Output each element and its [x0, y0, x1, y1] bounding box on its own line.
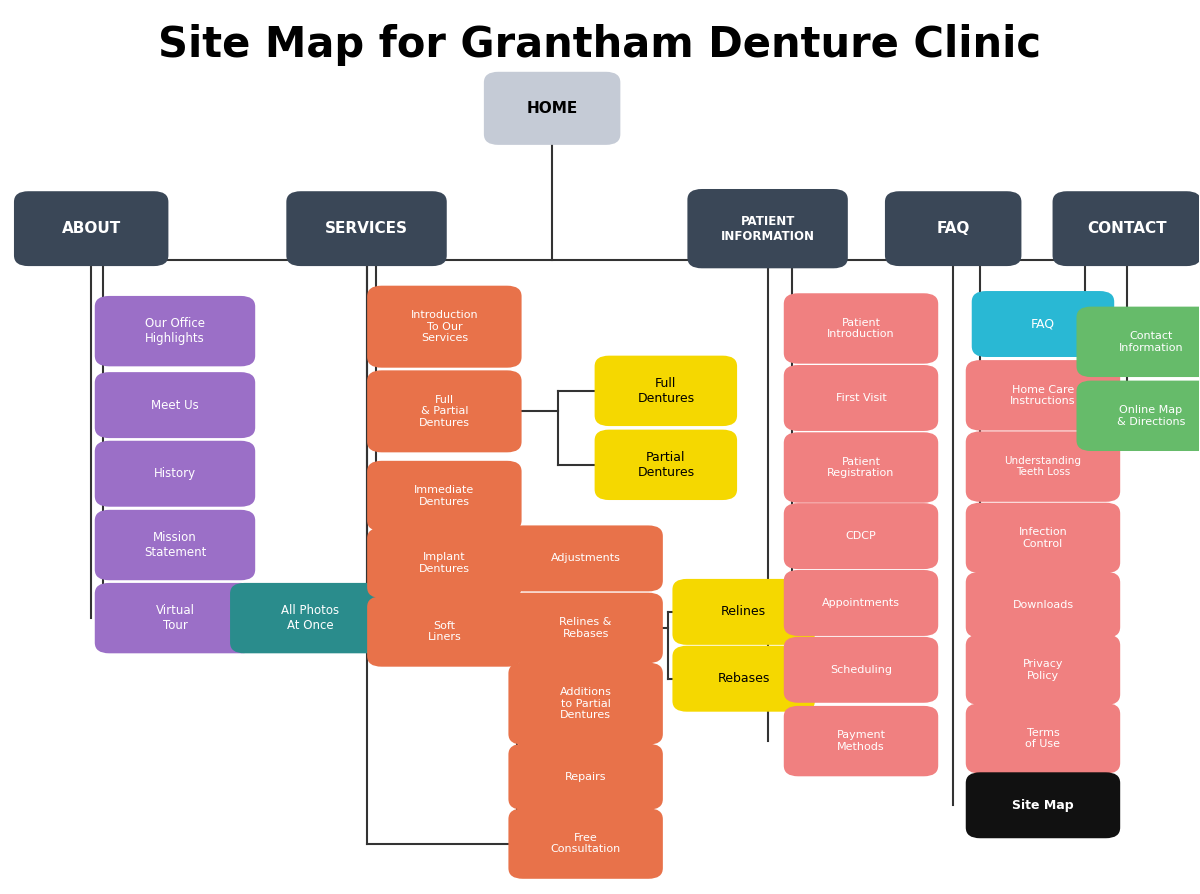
Text: First Visit: First Visit: [835, 393, 887, 403]
FancyBboxPatch shape: [595, 430, 737, 500]
FancyBboxPatch shape: [966, 772, 1120, 839]
Text: Mission
Statement: Mission Statement: [144, 531, 206, 559]
Text: CONTACT: CONTACT: [1087, 221, 1166, 236]
Text: Adjustments: Adjustments: [551, 553, 620, 563]
FancyBboxPatch shape: [95, 583, 256, 654]
Text: HOME: HOME: [527, 101, 577, 116]
Text: Meet Us: Meet Us: [151, 399, 199, 411]
FancyBboxPatch shape: [484, 72, 620, 145]
Text: Our Office
Highlights: Our Office Highlights: [145, 317, 205, 345]
FancyBboxPatch shape: [509, 662, 662, 745]
Text: PATIENT
INFORMATION: PATIENT INFORMATION: [721, 215, 815, 242]
Text: Repairs: Repairs: [565, 772, 606, 781]
Text: Understanding
Teeth Loss: Understanding Teeth Loss: [1004, 456, 1081, 477]
FancyBboxPatch shape: [966, 572, 1120, 637]
Text: Partial
Dentures: Partial Dentures: [637, 451, 695, 479]
FancyBboxPatch shape: [784, 570, 938, 636]
Text: Site Map: Site Map: [1012, 798, 1074, 812]
FancyBboxPatch shape: [509, 593, 662, 663]
FancyBboxPatch shape: [784, 637, 938, 703]
Text: Privacy
Policy: Privacy Policy: [1022, 659, 1063, 680]
Text: History: History: [154, 468, 196, 480]
FancyBboxPatch shape: [95, 372, 256, 438]
FancyBboxPatch shape: [595, 356, 737, 426]
FancyBboxPatch shape: [367, 370, 522, 452]
Text: Patient
Introduction: Patient Introduction: [827, 317, 895, 339]
Text: All Photos
At Once: All Photos At Once: [281, 604, 340, 632]
FancyBboxPatch shape: [367, 527, 522, 598]
FancyBboxPatch shape: [1076, 381, 1200, 451]
Text: Introduction
To Our
Services: Introduction To Our Services: [410, 310, 478, 343]
FancyBboxPatch shape: [784, 365, 938, 431]
FancyBboxPatch shape: [14, 191, 168, 266]
Text: Terms
of Use: Terms of Use: [1026, 728, 1061, 749]
FancyBboxPatch shape: [509, 808, 662, 879]
FancyBboxPatch shape: [784, 503, 938, 569]
Text: Appointments: Appointments: [822, 598, 900, 608]
Text: Downloads: Downloads: [1013, 600, 1074, 610]
FancyBboxPatch shape: [966, 502, 1120, 573]
FancyBboxPatch shape: [230, 583, 390, 654]
Text: Virtual
Tour: Virtual Tour: [156, 604, 194, 632]
FancyBboxPatch shape: [966, 704, 1120, 773]
FancyBboxPatch shape: [784, 706, 938, 776]
FancyBboxPatch shape: [966, 635, 1120, 705]
FancyBboxPatch shape: [367, 460, 522, 531]
FancyBboxPatch shape: [367, 596, 522, 667]
Text: Relines &
Rebases: Relines & Rebases: [559, 617, 612, 638]
FancyBboxPatch shape: [1076, 307, 1200, 377]
Text: SERVICES: SERVICES: [325, 221, 408, 236]
Text: CDCP: CDCP: [846, 531, 876, 541]
Text: Free
Consultation: Free Consultation: [551, 833, 620, 855]
FancyBboxPatch shape: [509, 744, 662, 810]
Text: Patient
Registration: Patient Registration: [827, 457, 895, 478]
Text: Home Care
Instructions: Home Care Instructions: [1010, 384, 1075, 406]
Text: FAQ: FAQ: [1031, 317, 1055, 331]
FancyBboxPatch shape: [688, 189, 848, 268]
FancyBboxPatch shape: [966, 432, 1120, 502]
Text: Relines: Relines: [721, 605, 767, 619]
FancyBboxPatch shape: [287, 191, 446, 266]
FancyBboxPatch shape: [509, 526, 662, 591]
Text: Contact
Information: Contact Information: [1118, 331, 1183, 352]
Text: Full
Dentures: Full Dentures: [637, 377, 695, 405]
Text: Immediate
Dentures: Immediate Dentures: [414, 485, 474, 507]
FancyBboxPatch shape: [672, 645, 815, 712]
Text: Rebases: Rebases: [718, 672, 770, 685]
FancyBboxPatch shape: [95, 510, 256, 580]
Text: FAQ: FAQ: [936, 221, 970, 236]
FancyBboxPatch shape: [966, 360, 1120, 431]
Text: Scheduling: Scheduling: [830, 665, 892, 675]
FancyBboxPatch shape: [884, 191, 1021, 266]
FancyBboxPatch shape: [95, 296, 256, 367]
Text: Full
& Partial
Dentures: Full & Partial Dentures: [419, 395, 470, 428]
FancyBboxPatch shape: [95, 441, 256, 507]
FancyBboxPatch shape: [784, 293, 938, 364]
Text: Site Map for Grantham Denture Clinic: Site Map for Grantham Denture Clinic: [158, 23, 1042, 65]
FancyBboxPatch shape: [367, 286, 522, 367]
Text: Additions
to Partial
Dentures: Additions to Partial Dentures: [559, 687, 612, 721]
Text: ABOUT: ABOUT: [61, 221, 121, 236]
Text: Infection
Control: Infection Control: [1019, 527, 1067, 549]
Text: Payment
Methods: Payment Methods: [836, 730, 886, 752]
FancyBboxPatch shape: [784, 433, 938, 502]
FancyBboxPatch shape: [1052, 191, 1200, 266]
Text: Online Map
& Directions: Online Map & Directions: [1116, 405, 1184, 426]
Text: Implant
Dentures: Implant Dentures: [419, 552, 470, 574]
FancyBboxPatch shape: [672, 579, 815, 645]
FancyBboxPatch shape: [972, 291, 1115, 357]
Text: Soft
Liners: Soft Liners: [427, 620, 461, 642]
